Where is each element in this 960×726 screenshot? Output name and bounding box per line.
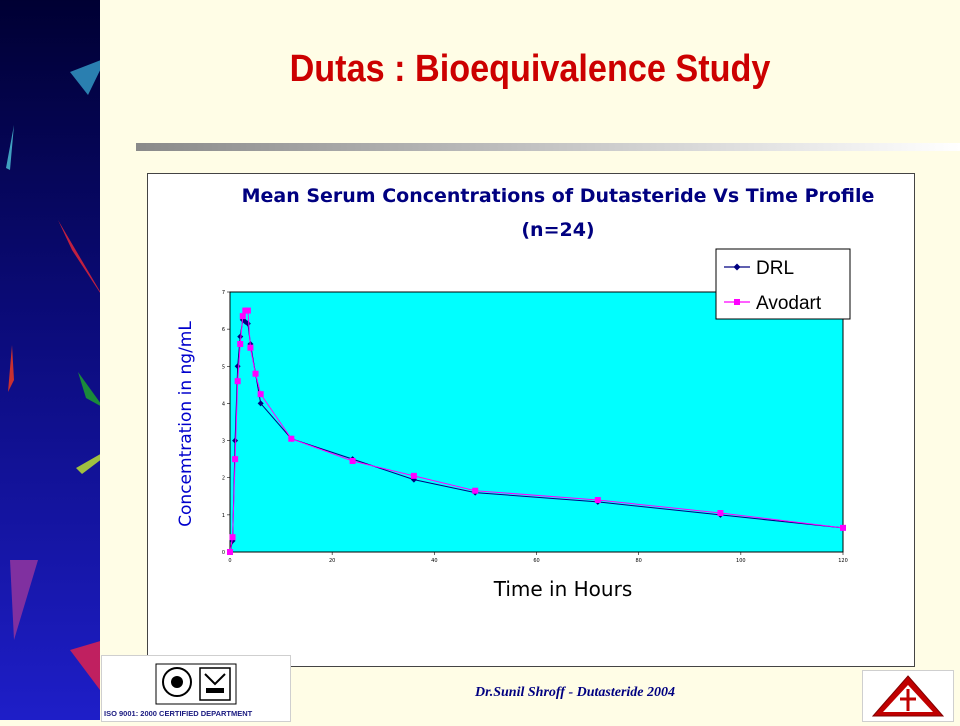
data-point-avodart bbox=[252, 370, 259, 377]
decorative-left-bar bbox=[0, 0, 100, 720]
x-tick-label: 0 bbox=[228, 558, 231, 564]
chart-title: Mean Serum Concentrations of Dutasteride… bbox=[242, 185, 875, 207]
data-point-avodart bbox=[234, 378, 241, 385]
data-point-avodart bbox=[410, 472, 417, 479]
footer-credit: Dr.Sunil Shroff - Dutasteride 2004 bbox=[474, 685, 676, 700]
data-point-avodart bbox=[247, 344, 254, 351]
data-point-avodart bbox=[472, 487, 479, 494]
y-tick-label: 0 bbox=[222, 550, 225, 556]
y-axis-title: Concemtration in ng/mL bbox=[176, 321, 196, 527]
data-point-avodart bbox=[349, 458, 356, 464]
data-point-drl bbox=[234, 363, 241, 370]
y-tick-label: 7 bbox=[222, 290, 225, 296]
legend-label-avodart: Avodart bbox=[756, 293, 822, 314]
data-point-avodart bbox=[840, 524, 846, 531]
y-tick-label: 4 bbox=[222, 401, 225, 407]
x-tick-label: 60 bbox=[533, 558, 539, 564]
department-logo bbox=[862, 670, 954, 722]
iso-caption: ISO 9001: 2000 CERTIFIED DEPARTMENT bbox=[104, 709, 253, 718]
data-point-drl bbox=[242, 318, 249, 325]
decorative-shards bbox=[6, 60, 100, 690]
data-point-avodart bbox=[257, 391, 264, 398]
data-point-avodart bbox=[288, 435, 295, 442]
iso-certification-logo: ISO 9001: 2000 CERTIFIED DEPARTMENT bbox=[101, 655, 291, 722]
x-tick-label: 40 bbox=[431, 558, 437, 564]
y-axis: 0 1 2 3 4 5 6 7 bbox=[222, 290, 230, 556]
data-point-avodart bbox=[594, 497, 601, 503]
data-point-avodart bbox=[237, 341, 244, 347]
data-point-avodart bbox=[229, 534, 236, 541]
series-layer bbox=[227, 307, 846, 555]
data-point-avodart bbox=[244, 307, 251, 314]
legend-box bbox=[715, 248, 851, 320]
x-tick-label: 120 bbox=[838, 558, 848, 564]
title-underline bbox=[136, 143, 960, 151]
y-tick-label: 2 bbox=[222, 476, 225, 482]
x-tick-label: 80 bbox=[635, 558, 641, 564]
slide-title: Dutas : Bioequivalence Study bbox=[289, 48, 771, 90]
data-point-drl bbox=[232, 437, 239, 444]
legend-marker-avodart bbox=[734, 299, 740, 305]
chart-container: Mean Serum Concentrations of Dutasteride… bbox=[147, 173, 915, 667]
y-tick-label: 1 bbox=[222, 513, 225, 519]
data-point-drl bbox=[237, 333, 244, 340]
data-point-drl bbox=[244, 320, 251, 327]
y-tick-label: 3 bbox=[222, 439, 225, 445]
legend: DRL Avodart bbox=[715, 248, 851, 320]
x-axis: 0 20 40 60 80 100 120 bbox=[228, 552, 848, 564]
department-emblem-icon bbox=[871, 675, 945, 717]
x-axis-title: Time in Hours bbox=[493, 577, 633, 601]
legend-marker-drl bbox=[733, 263, 741, 271]
x-tick-label: 20 bbox=[329, 558, 335, 564]
x-tick-label: 100 bbox=[736, 558, 746, 564]
data-point-avodart bbox=[227, 549, 233, 555]
legend-label-drl: DRL bbox=[756, 258, 794, 279]
chart: Mean Serum Concentrations of Dutasteride… bbox=[176, 185, 875, 601]
chart-subtitle: (n=24) bbox=[521, 219, 594, 241]
certification-badges bbox=[155, 663, 237, 705]
y-tick-label: 6 bbox=[222, 327, 225, 333]
y-tick-label: 5 bbox=[222, 364, 225, 370]
series-line-avodart bbox=[229, 310, 844, 553]
plot-area bbox=[229, 291, 844, 553]
data-point-avodart bbox=[232, 456, 239, 463]
data-point-avodart bbox=[239, 313, 246, 320]
data-point-avodart bbox=[717, 510, 724, 516]
data-point-drl bbox=[257, 400, 264, 407]
